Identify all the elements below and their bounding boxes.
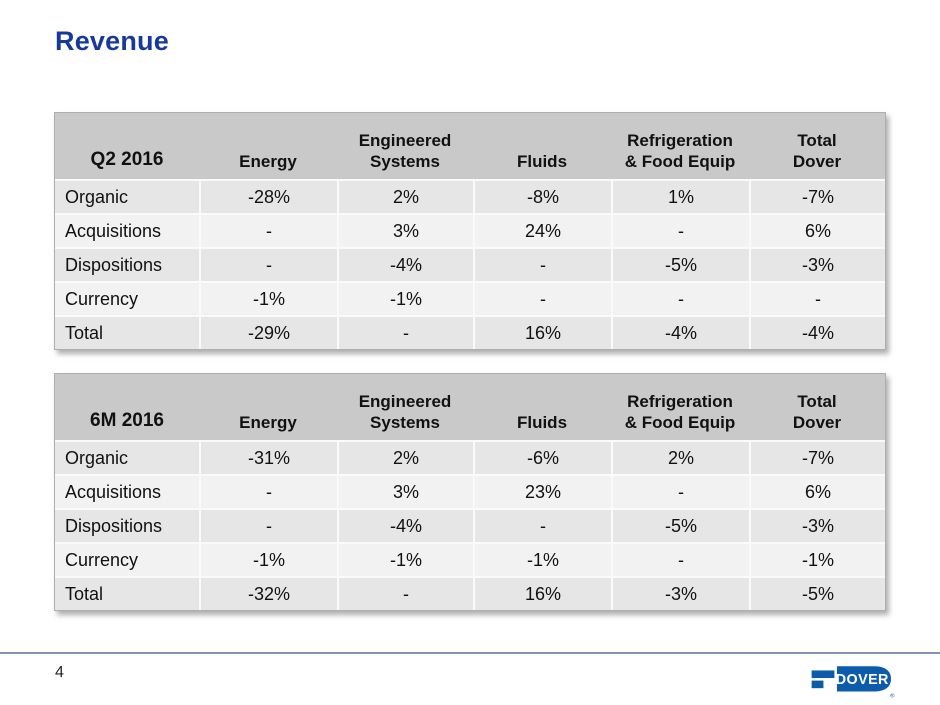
cell-value: -1% [749, 542, 885, 576]
cell-value: -5% [749, 576, 885, 610]
column-header-energy: Energy [199, 374, 337, 440]
cell-value: -1% [199, 281, 337, 315]
dover-logo: DOVER ® [810, 662, 896, 700]
cell-value: 1% [611, 179, 749, 213]
cell-value: -1% [337, 542, 473, 576]
table-row: Total -29% - 16% -4% -4% [55, 315, 885, 349]
row-label: Dispositions [55, 247, 199, 281]
cell-value: - [473, 508, 611, 542]
cell-value: - [473, 247, 611, 281]
column-header-total-dover: Total Dover [749, 374, 885, 440]
cell-value: 2% [611, 440, 749, 474]
cell-value: -4% [749, 315, 885, 349]
cell-value: - [611, 281, 749, 315]
table-row: Currency -1% -1% - - - [55, 281, 885, 315]
column-header-refrigeration-food-equip: Refrigeration & Food Equip [611, 374, 749, 440]
column-header-energy: Energy [199, 113, 337, 179]
cell-value: -4% [337, 508, 473, 542]
column-header-fluids: Fluids [473, 374, 611, 440]
cell-value: - [611, 474, 749, 508]
table-row: Acquisitions - 3% 23% - 6% [55, 474, 885, 508]
row-label: Total [55, 576, 199, 610]
cell-value: - [337, 315, 473, 349]
page-number: 4 [55, 664, 64, 681]
cell-value: -7% [749, 179, 885, 213]
row-label: Currency [55, 281, 199, 315]
cell-value: - [337, 576, 473, 610]
cell-value: - [749, 281, 885, 315]
cell-value: - [473, 281, 611, 315]
row-label: Total [55, 315, 199, 349]
cell-value: - [199, 213, 337, 247]
cell-value: -3% [749, 508, 885, 542]
table-period-header: Q2 2016 [55, 113, 199, 179]
table-row: Acquisitions - 3% 24% - 6% [55, 213, 885, 247]
cell-value: -4% [337, 247, 473, 281]
cell-value: -5% [611, 508, 749, 542]
column-header-total-dover: Total Dover [749, 113, 885, 179]
cell-value: -7% [749, 440, 885, 474]
6m-2016-table: 6M 2016 Energy Engineered Systems Fluids… [54, 373, 886, 611]
row-label: Currency [55, 542, 199, 576]
cell-value: 3% [337, 213, 473, 247]
row-label: Acquisitions [55, 213, 199, 247]
table-row: Organic -28% 2% -8% 1% -7% [55, 179, 885, 213]
row-label: Dispositions [55, 508, 199, 542]
cell-value: 24% [473, 213, 611, 247]
cell-value: - [199, 508, 337, 542]
column-header-fluids: Fluids [473, 113, 611, 179]
cell-value: - [611, 213, 749, 247]
table-row: Dispositions - -4% - -5% -3% [55, 508, 885, 542]
row-label: Organic [55, 440, 199, 474]
row-label: Organic [55, 179, 199, 213]
table-header-row: 6M 2016 Energy Engineered Systems Fluids… [55, 374, 885, 440]
cell-value: -32% [199, 576, 337, 610]
table-row: Organic -31% 2% -6% 2% -7% [55, 440, 885, 474]
cell-value: -1% [337, 281, 473, 315]
dover-logo-text: DOVER [836, 672, 889, 688]
cell-value: - [199, 247, 337, 281]
cell-value: 2% [337, 179, 473, 213]
cell-value: 2% [337, 440, 473, 474]
cell-value: -28% [199, 179, 337, 213]
table-row: Currency -1% -1% -1% - -1% [55, 542, 885, 576]
cell-value: 16% [473, 315, 611, 349]
column-header-engineered-systems: Engineered Systems [337, 113, 473, 179]
table-period-header: 6M 2016 [55, 374, 199, 440]
row-label: Acquisitions [55, 474, 199, 508]
column-header-refrigeration-food-equip: Refrigeration & Food Equip [611, 113, 749, 179]
cell-value: -1% [473, 542, 611, 576]
cell-value: 23% [473, 474, 611, 508]
footer-divider [0, 652, 940, 654]
cell-value: -8% [473, 179, 611, 213]
table-row: Total -32% - 16% -3% -5% [55, 576, 885, 610]
cell-value: 6% [749, 213, 885, 247]
table-row: Dispositions - -4% - -5% -3% [55, 247, 885, 281]
q2-2016-table: Q2 2016 Energy Engineered Systems Fluids… [54, 112, 886, 350]
cell-value: 6% [749, 474, 885, 508]
cell-value: -3% [611, 576, 749, 610]
cell-value: -29% [199, 315, 337, 349]
table-header-row: Q2 2016 Energy Engineered Systems Fluids… [55, 113, 885, 179]
registered-trademark-icon: ® [890, 692, 895, 699]
dover-logo-icon: DOVER ® [811, 666, 895, 699]
cell-value: -31% [199, 440, 337, 474]
cell-value: -5% [611, 247, 749, 281]
cell-value: - [199, 474, 337, 508]
cell-value: 16% [473, 576, 611, 610]
page-title: Revenue [55, 26, 169, 56]
cell-value: 3% [337, 474, 473, 508]
cell-value: -1% [199, 542, 337, 576]
column-header-engineered-systems: Engineered Systems [337, 374, 473, 440]
cell-value: -3% [749, 247, 885, 281]
cell-value: -6% [473, 440, 611, 474]
cell-value: - [611, 542, 749, 576]
cell-value: -4% [611, 315, 749, 349]
